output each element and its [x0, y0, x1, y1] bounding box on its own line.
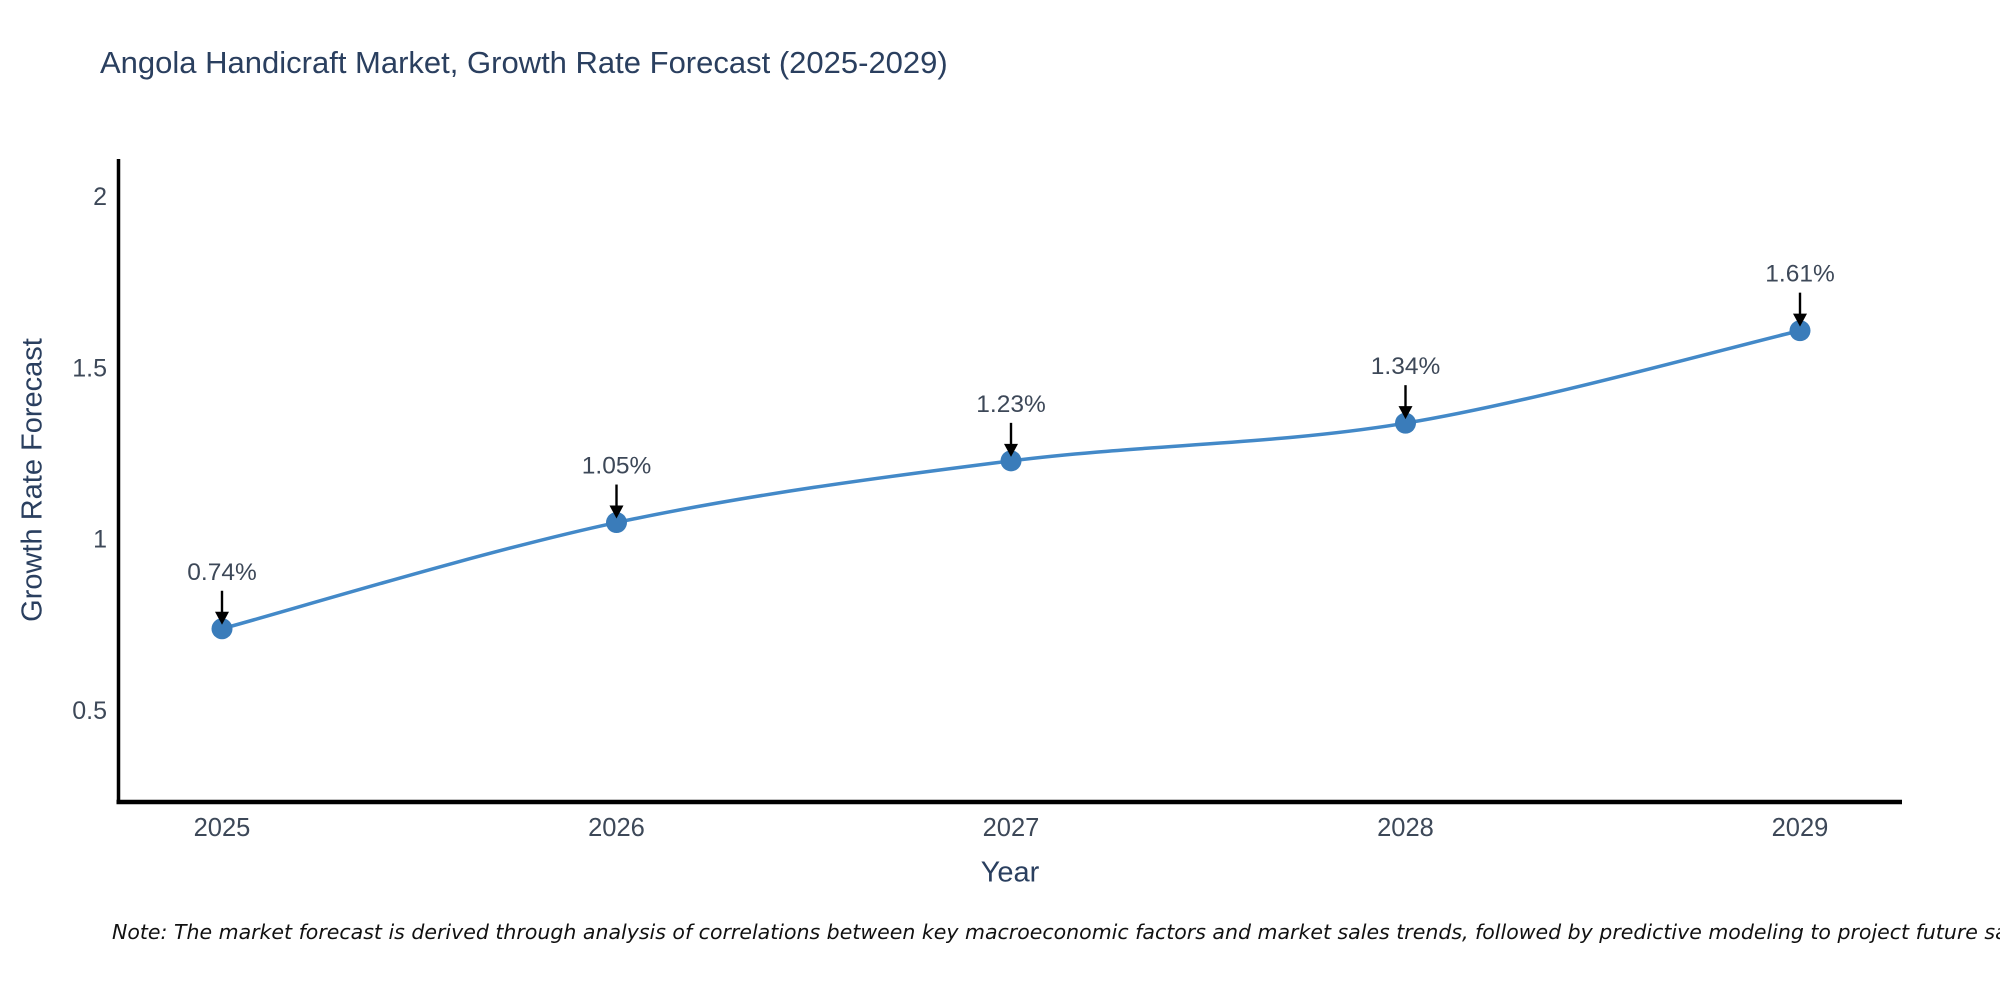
data-point-label: 1.34% [1371, 353, 1440, 380]
annotation-arrowhead [215, 611, 229, 625]
annotation-arrowhead [1793, 313, 1807, 327]
y-tick-label: 1.5 [72, 354, 107, 382]
data-point-marker [606, 512, 627, 534]
x-tick-label: 2027 [983, 814, 1040, 842]
data-point-label: 1.61% [1765, 261, 1834, 288]
y-tick-label: 1 [93, 526, 107, 554]
x-tick-label: 2028 [1377, 814, 1434, 842]
data-point-label: 1.05% [582, 453, 651, 480]
x-tick-label: 2025 [194, 814, 251, 842]
data-point-label: 1.23% [976, 391, 1045, 418]
annotation-arrowhead [1004, 443, 1018, 457]
data-point-marker [1000, 450, 1022, 472]
chart-title: Angola Handicraft Market, Growth Rate Fo… [100, 45, 948, 80]
x-tick-label: 2026 [588, 814, 645, 842]
footnote: Note: The market forecast is derived thr… [112, 920, 2000, 944]
data-point-marker [211, 618, 233, 640]
x-axis-title: Year [980, 856, 1040, 889]
annotation-arrowhead [609, 505, 624, 519]
x-tick-label: 2029 [1772, 814, 1829, 842]
data-point-label: 0.74% [187, 559, 256, 586]
y-tick-label: 0.5 [72, 697, 107, 725]
data-point-marker [1789, 320, 1811, 342]
annotation-arrowhead [1398, 406, 1413, 420]
data-point-marker [1395, 412, 1416, 434]
series-line [220, 328, 1802, 631]
y-tick-label: 2 [93, 183, 107, 211]
